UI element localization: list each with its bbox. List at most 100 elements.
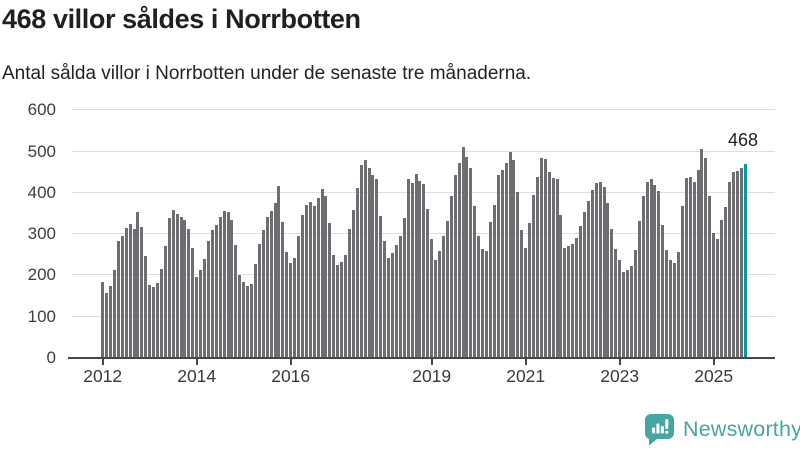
bar (246, 286, 250, 358)
bar (653, 184, 657, 358)
x-tick-label: 2019 (412, 366, 452, 386)
bar (101, 281, 105, 358)
bar (391, 253, 395, 358)
bar (438, 251, 442, 358)
bar (469, 167, 473, 358)
bar (731, 171, 735, 358)
x-axis-tick (618, 358, 621, 365)
bar (234, 244, 238, 358)
bar (669, 259, 673, 358)
bar (344, 255, 348, 358)
bar (140, 226, 144, 358)
bar (206, 240, 210, 358)
bar (508, 151, 512, 358)
bar (590, 190, 594, 358)
bar (328, 222, 332, 358)
bar (426, 208, 430, 358)
bar (457, 163, 461, 358)
bar (602, 187, 606, 358)
bar (716, 238, 720, 358)
bar (320, 189, 324, 358)
bar (610, 229, 614, 358)
bar (179, 216, 183, 358)
bar (614, 249, 618, 358)
bar (445, 221, 449, 358)
bar (105, 293, 109, 358)
bar (579, 226, 583, 358)
bar (398, 235, 402, 358)
bar (156, 283, 160, 358)
bar (712, 233, 716, 358)
y-tick-label: 200 (27, 265, 56, 285)
bar (167, 218, 171, 358)
bar (273, 203, 277, 358)
bar (618, 259, 622, 358)
bar (136, 211, 140, 358)
bar (563, 248, 567, 358)
bar (441, 236, 445, 358)
bar (434, 259, 438, 358)
x-axis-tick (101, 358, 104, 365)
bar (598, 181, 602, 358)
bar (300, 214, 304, 358)
bar (661, 224, 665, 358)
chart-subtitle: Antal sålda villor i Norrbotten under de… (2, 63, 532, 84)
bar (688, 176, 692, 358)
bar (528, 223, 532, 358)
bar (191, 248, 195, 358)
bar (281, 222, 285, 358)
bar (496, 174, 500, 358)
bar (351, 210, 355, 358)
bar (723, 206, 727, 358)
bar (132, 229, 136, 358)
bar (449, 196, 453, 358)
last-value-annotation: 468 (727, 130, 758, 150)
bar (285, 252, 289, 358)
bar (109, 286, 113, 358)
bar (673, 263, 677, 358)
bar (594, 183, 598, 358)
bar (402, 217, 406, 358)
bar (363, 160, 367, 358)
bar (532, 195, 536, 358)
x-axis-tick (195, 358, 198, 365)
bar (257, 243, 261, 358)
bar (230, 219, 234, 358)
bar (626, 270, 630, 358)
bar (222, 210, 226, 358)
bar (657, 191, 661, 358)
bar (367, 167, 371, 358)
highlighted-bar (743, 164, 747, 358)
newsworthy-logo: Newsworthy (644, 413, 800, 446)
bar (708, 196, 712, 358)
bar (641, 196, 645, 358)
bar (120, 236, 124, 358)
bar (633, 250, 637, 358)
bar (488, 221, 492, 358)
bar (371, 174, 375, 358)
bar (735, 170, 739, 358)
bar (622, 271, 626, 358)
bar (144, 255, 148, 358)
x-axis-tick (524, 358, 527, 365)
bar (696, 169, 700, 358)
bar (692, 181, 696, 358)
bar (539, 158, 543, 358)
x-axis-line (68, 356, 775, 359)
bar (551, 178, 555, 358)
bar (477, 235, 481, 358)
bar (575, 237, 579, 358)
bar (277, 185, 281, 358)
bar (214, 224, 218, 358)
bar (383, 241, 387, 358)
bar (680, 206, 684, 358)
bar (253, 264, 257, 358)
bar (637, 221, 641, 358)
bar (512, 160, 516, 358)
bar (203, 258, 207, 358)
bar (347, 229, 351, 358)
bar (606, 203, 610, 358)
bar (535, 176, 539, 358)
bar (418, 181, 422, 358)
